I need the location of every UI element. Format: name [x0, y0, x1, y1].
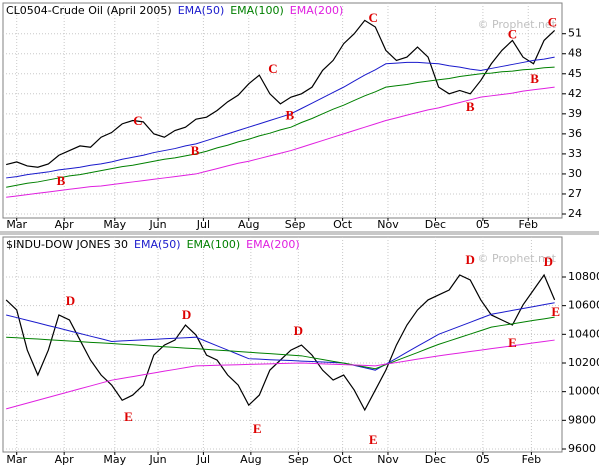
x-tick-label: Nov — [377, 453, 399, 466]
price-line — [6, 19, 556, 168]
x-tick-label: Nov — [377, 218, 399, 231]
annotation: E — [508, 335, 517, 350]
y-tick-label: 10800 — [568, 270, 599, 283]
x-tick-label: Feb — [522, 453, 541, 466]
y-tick-label: 10600 — [568, 299, 599, 312]
ema-line — [6, 316, 555, 370]
annotation: E — [124, 409, 133, 424]
legend-entry: CL0504-Crude Oil (April 2005) — [6, 4, 172, 17]
x-tick-label: Dec — [425, 453, 446, 466]
watermark: © Prophet.net — [477, 18, 556, 31]
x-tick-label: May — [103, 218, 126, 231]
y-tick-label: 33 — [568, 147, 582, 160]
x-tick-label: May — [103, 453, 126, 466]
x-tick-label: 05 — [476, 453, 490, 466]
x-tick-label: Jun — [148, 453, 166, 466]
y-tick-label: 27 — [568, 187, 582, 200]
annotation: B — [466, 99, 475, 114]
x-tick-label: Aug — [240, 453, 261, 466]
y-tick-label: 42 — [568, 87, 582, 100]
x-tick-label: Dec — [425, 218, 446, 231]
legend-entry: EMA(50) — [134, 238, 181, 251]
annotation: C — [369, 10, 378, 25]
annotation: B — [530, 71, 539, 86]
y-tick-label: 51 — [568, 27, 582, 40]
plot-area — [2, 236, 563, 453]
y-tick-label: 9800 — [568, 413, 596, 426]
x-tick-label: Jul — [196, 453, 210, 466]
watermark: © Prophet.net — [477, 252, 556, 265]
annotation: B — [57, 173, 66, 188]
y-tick-label: 30 — [568, 167, 582, 180]
legend-entry: EMA(200) — [290, 4, 344, 17]
ema-line — [6, 66, 555, 188]
annotation: D — [294, 323, 303, 338]
legend-entry: EMA(200) — [246, 238, 300, 251]
y-tick-label: 48 — [568, 47, 582, 60]
y-tick-label: 10200 — [568, 356, 599, 369]
y-tick-label: 36 — [568, 127, 582, 140]
annotation: D — [466, 252, 475, 267]
annotation: C — [133, 113, 142, 128]
x-tick-label: Sep — [285, 218, 306, 231]
legend-entry: EMA(100) — [187, 238, 241, 251]
x-tick-label: Apr — [55, 453, 75, 466]
x-tick-label: Sep — [288, 453, 309, 466]
annotation: D — [182, 307, 191, 322]
plot-area — [2, 2, 563, 219]
x-tick-label: Jul — [196, 218, 210, 231]
annotation: E — [369, 432, 378, 447]
x-tick-label: Feb — [519, 218, 538, 231]
y-tick-label: 10000 — [568, 385, 599, 398]
ema-line — [6, 339, 555, 410]
panel-separator — [0, 231, 599, 235]
annotation: B — [191, 143, 200, 158]
annotation: E — [551, 304, 560, 319]
annotation: C — [508, 27, 517, 42]
y-tick-label: 45 — [568, 67, 582, 80]
x-tick-label: Oct — [333, 453, 353, 466]
x-tick-label: Jun — [148, 218, 166, 231]
annotation: D — [544, 254, 553, 269]
annotation: C — [268, 61, 277, 76]
x-tick-label: 05 — [476, 218, 490, 231]
y-tick-label: 24 — [568, 207, 582, 220]
ema-line — [6, 302, 555, 371]
legend-entry: EMA(50) — [178, 4, 225, 17]
annotation: C — [548, 15, 557, 30]
ema-line — [6, 86, 555, 198]
legend-entry: EMA(100) — [230, 4, 284, 17]
x-tick-label: Mar — [6, 453, 27, 466]
annotation: E — [253, 421, 262, 436]
ema-line — [6, 56, 555, 179]
y-tick-label: 9600 — [568, 442, 596, 455]
x-tick-label: Aug — [238, 218, 259, 231]
x-tick-label: Oct — [333, 218, 353, 231]
y-tick-label: 10400 — [568, 327, 599, 340]
annotation: D — [66, 293, 75, 308]
x-tick-label: Apr — [55, 218, 75, 231]
y-tick-label: 39 — [568, 107, 582, 120]
annotation: B — [286, 107, 295, 122]
x-tick-label: Mar — [6, 218, 27, 231]
legend-entry: $INDU-DOW JONES 30 — [6, 238, 128, 251]
